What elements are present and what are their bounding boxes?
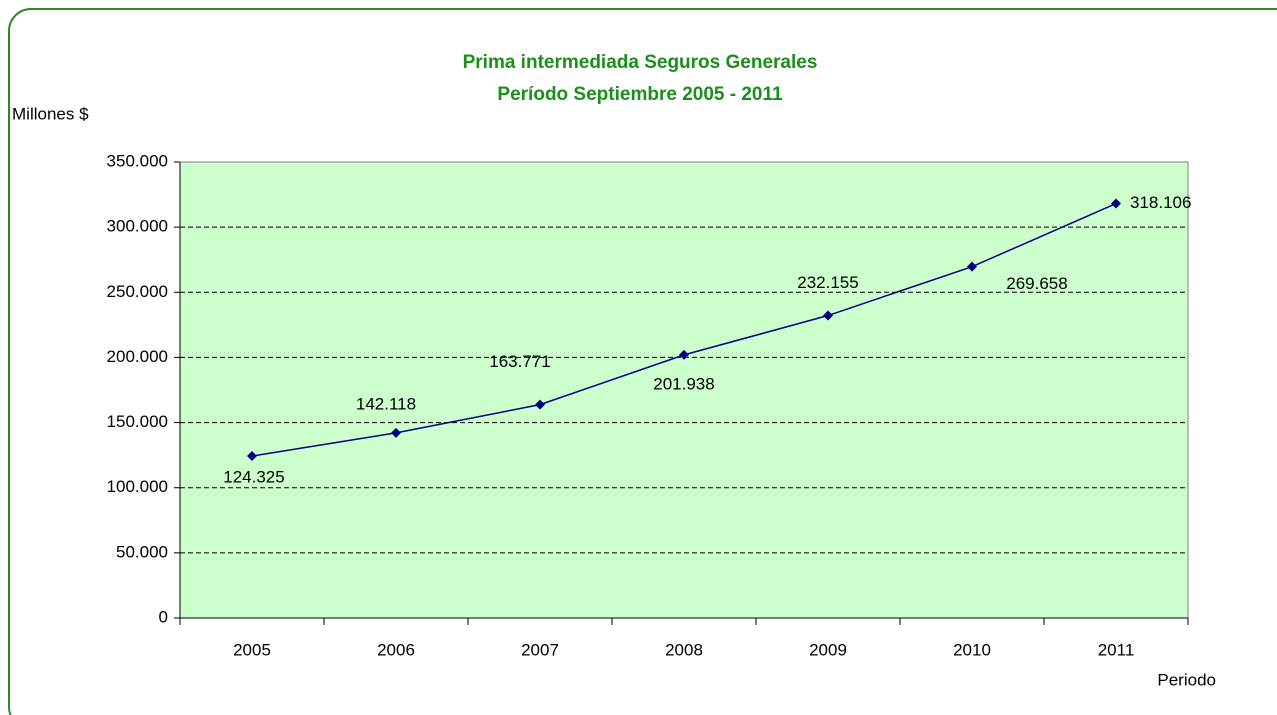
marker	[967, 261, 977, 272]
y-tick-label: 0	[159, 607, 168, 626]
y-axis-label: Millones $	[12, 104, 89, 123]
data-label: 318.106	[1130, 193, 1191, 212]
chart-title: Prima intermediada Seguros Generales	[463, 52, 818, 73]
y-tick-label: 200.000	[107, 347, 168, 366]
data-label: 201.938	[653, 374, 714, 393]
marker	[391, 427, 401, 438]
y-tick-label: 100.000	[107, 477, 168, 496]
marker	[247, 451, 257, 462]
data-label: 269.658	[1006, 274, 1067, 293]
y-tick-label: 50.000	[116, 542, 168, 561]
x-tick-label: 2007	[521, 640, 559, 659]
plot-area	[179, 161, 1189, 619]
x-tick-label: 2006	[377, 640, 415, 659]
data-label: 124.325	[223, 468, 284, 487]
marker	[1111, 198, 1121, 209]
x-tick-label: 2010	[953, 640, 991, 659]
y-tick-label: 300.000	[107, 217, 168, 236]
marker	[535, 399, 545, 410]
marker	[679, 349, 689, 360]
marker	[823, 310, 833, 321]
data-label: 232.155	[797, 273, 858, 292]
x-axis-label: Periodo	[1157, 670, 1216, 689]
data-label: 142.118	[356, 394, 416, 413]
x-tick-label: 2008	[665, 640, 703, 659]
data-label: 163.771	[489, 352, 550, 371]
chart-subtitle: Período Septiembre 2005 - 2011	[497, 84, 783, 105]
y-tick-label: 350.000	[107, 151, 168, 170]
x-tick-label: 2011	[1098, 640, 1135, 659]
y-tick-label: 150.000	[107, 412, 168, 431]
x-tick-label: 2009	[809, 640, 847, 659]
x-tick-label: 2005	[233, 640, 271, 659]
y-tick-label: 250.000	[107, 282, 168, 301]
